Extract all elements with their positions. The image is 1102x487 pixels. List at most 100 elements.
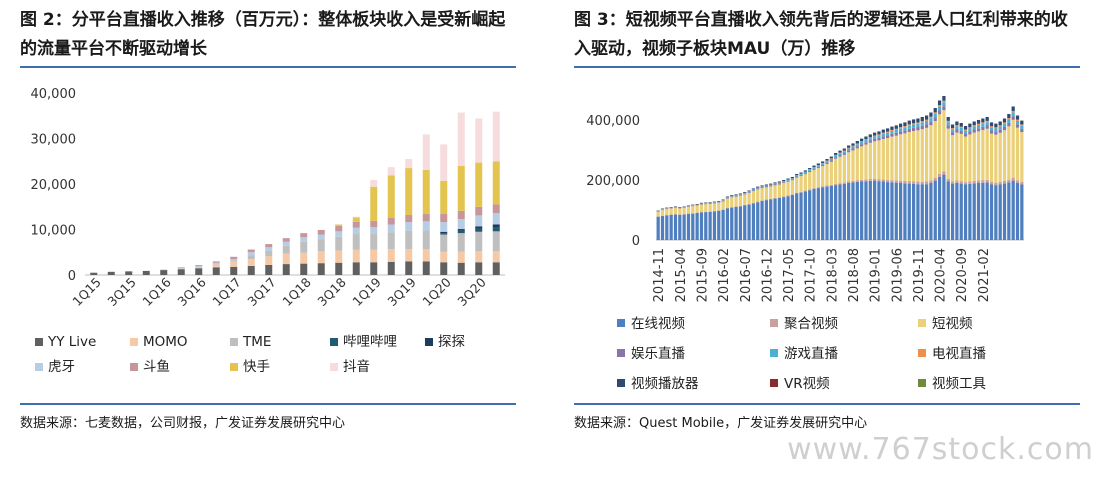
bar-segment-在线视频 [907, 183, 911, 240]
bar-segment-聚合视频 [795, 192, 799, 194]
bar-segment-聚合视频 [942, 171, 946, 175]
bar-segment-游戏直播 [860, 142, 864, 145]
bar-segment-娱乐直播 [734, 196, 738, 197]
legend-label: MOMO [143, 334, 188, 350]
bar-segment-视频播放器 [873, 132, 877, 136]
bar-segment-虎牙 [387, 224, 395, 233]
legend-label: 电视直播 [932, 346, 986, 362]
bar-segment-游戏直播 [946, 122, 950, 126]
left-top-rule [20, 66, 516, 68]
bar-segment-虎牙 [440, 222, 448, 232]
bar-segment-视频播放器 [911, 119, 916, 124]
bar-segment-电视直播 [898, 127, 903, 129]
bar-segment-游戏直播 [864, 140, 868, 143]
bar-segment-视频播放器 [842, 148, 846, 151]
bar-segment-娱乐直播 [786, 180, 790, 182]
legend-swatch [230, 338, 238, 346]
bar-segment-短视频 [769, 186, 773, 199]
bar-segment-电视直播 [1020, 124, 1024, 126]
bar-segment-TME [265, 250, 273, 257]
bar-segment-电视直播 [829, 158, 833, 159]
bar-segment-视频播放器 [825, 159, 829, 161]
bar-segment-电视直播 [937, 105, 942, 107]
bar-segment-视频播放器 [686, 205, 691, 207]
bar-segment-短视频 [682, 207, 686, 215]
bar-segment-在线视频 [911, 183, 916, 240]
bar-segment-在线视频 [682, 214, 686, 240]
bar-segment-视频播放器 [751, 188, 756, 190]
bar-segment-聚合视频 [989, 182, 994, 185]
bar-segment-TME [440, 234, 448, 252]
legend-label: 娱乐直播 [631, 346, 685, 362]
bar-segment-短视频 [799, 176, 803, 192]
bar-segment-游戏直播 [816, 165, 820, 167]
bar-segment-娱乐直播 [725, 198, 730, 199]
bar-segment-短视频 [989, 133, 994, 183]
bar-segment-虎牙 [247, 252, 255, 256]
bar-segment-虎牙 [300, 237, 308, 242]
bar-segment-视频播放器 [777, 181, 782, 183]
bar-segment-快手 [387, 175, 395, 218]
watermark-text: www.767stock.com [787, 432, 1094, 467]
bar-segment-在线视频 [834, 185, 838, 240]
bar-segment-YY Live [142, 270, 150, 275]
legend-swatch [330, 338, 338, 346]
bar-segment-在线视频 [942, 174, 946, 240]
bar-segment-短视频 [851, 150, 855, 181]
bar-segment-斗鱼 [177, 267, 185, 268]
bar-segment-视频播放器 [968, 123, 972, 128]
bar-segment-虎牙 [457, 219, 465, 230]
bar-segment-聚合视频 [860, 179, 864, 182]
bar-segment-YY Live [317, 263, 325, 275]
bar-segment-在线视频 [976, 183, 981, 240]
bar-segment-电视直播 [959, 126, 963, 128]
bar-segment-游戏直播 [782, 181, 786, 183]
bar-segment-在线视频 [890, 182, 894, 240]
bar-segment-聚合视频 [747, 204, 751, 205]
bar-segment-游戏直播 [955, 126, 959, 130]
bar-segment-电视直播 [868, 137, 872, 139]
bar-segment-视频播放器 [985, 117, 989, 121]
bar-segment-聚合视频 [1011, 177, 1015, 181]
bar-segment-短视频 [656, 211, 660, 217]
bar-segment-在线视频 [981, 182, 985, 240]
bar-segment-抖音 [475, 118, 483, 163]
bar-segment-YY Live [230, 266, 238, 275]
bar-segment-在线视频 [699, 212, 704, 240]
bar-segment-在线视频 [704, 212, 708, 240]
bar-segment-聚合视频 [881, 179, 885, 182]
bar-segment-电视直播 [985, 120, 989, 123]
bar-segment-聚合视频 [924, 181, 929, 185]
bar-segment-短视频 [968, 134, 972, 182]
bar-segment-电视直播 [834, 154, 838, 156]
bar-segment-YY Live [457, 262, 465, 275]
bar-segment-虎牙 [212, 262, 220, 265]
bar-segment-短视频 [699, 204, 704, 213]
bar-segment-虎牙 [352, 227, 360, 235]
bar-segment-YY Live [387, 261, 395, 275]
bar-segment-聚合视频 [963, 182, 968, 185]
bar-segment-娱乐直播 [998, 129, 1002, 133]
bar-segment-短视频 [829, 161, 833, 185]
bar-segment-斗鱼 [247, 249, 255, 253]
bar-segment-抖音 [457, 112, 465, 166]
bar-segment-视频播放器 [821, 161, 825, 163]
bar-segment-哔哩哔哩 [492, 227, 500, 232]
bar-segment-短视频 [972, 132, 976, 181]
bar-segment-视频播放器 [699, 202, 704, 204]
bar-segment-短视频 [717, 202, 721, 211]
bar-segment-娱乐直播 [907, 128, 911, 132]
bar-segment-电视直播 [873, 135, 877, 137]
right-figure-panel: 图 3：短视频平台直播收入领先背后的逻辑还是人口红利带来的收入驱动，视频子板块M… [556, 0, 1102, 487]
bar-segment-在线视频 [773, 198, 777, 240]
bar-segment-游戏直播 [734, 195, 738, 197]
bar-segment-TME [457, 233, 465, 252]
bar-segment-视频播放器 [937, 100, 942, 106]
bar-segment-视频播放器 [812, 165, 816, 168]
bar-segment-MOMO [335, 250, 343, 263]
bar-segment-娱乐直播 [886, 135, 890, 139]
bar-segment-聚合视频 [998, 181, 1002, 185]
bar-segment-短视频 [907, 131, 911, 182]
bar-segment-在线视频 [760, 201, 764, 240]
bar-segment-虎牙 [422, 221, 430, 231]
